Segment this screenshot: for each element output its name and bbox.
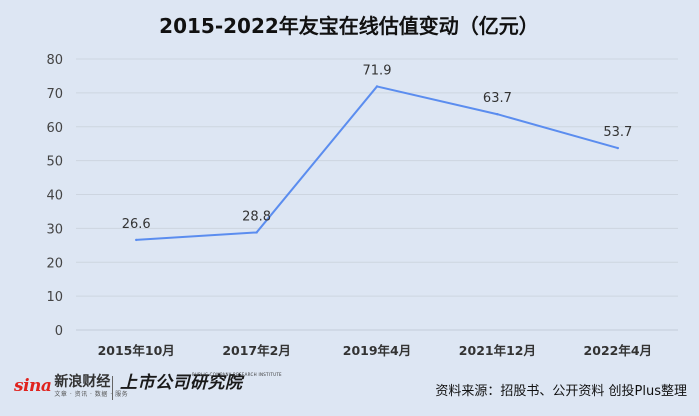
y-tick-label: 30 — [46, 222, 63, 237]
data-label: 28.8 — [242, 209, 271, 224]
y-tick-label: 0 — [55, 324, 63, 339]
x-tick-label: 2019年4月 — [343, 343, 412, 358]
x-tick-label: 2021年12月 — [459, 343, 536, 358]
grid-lines — [76, 58, 678, 331]
sina-subtitle: 文章 · 资讯 · 数据 · 服务 — [54, 391, 129, 398]
y-axis-ticks: 0 10 20 30 40 50 60 70 80 — [46, 53, 63, 339]
y-tick-label: 50 — [46, 155, 63, 170]
logo-divider — [112, 376, 113, 400]
data-labels: 26.6 28.8 71.9 63.7 53.7 — [122, 63, 633, 231]
x-tick-label: 2015年10月 — [98, 343, 175, 358]
y-tick-label: 70 — [46, 87, 63, 102]
data-point — [255, 231, 258, 234]
data-label: 26.6 — [122, 217, 151, 232]
data-point — [616, 146, 619, 150]
series-line — [136, 85, 619, 241]
data-point — [496, 113, 499, 116]
y-tick-label: 80 — [46, 53, 63, 68]
x-axis-ticks: 2015年10月 2017年2月 2019年4月 2021年12月 2022年4月 — [98, 343, 652, 358]
data-label: 63.7 — [483, 91, 512, 106]
y-tick-label: 40 — [46, 189, 63, 204]
series-layer — [135, 85, 619, 242]
data-point — [135, 238, 138, 242]
x-tick-label: 2022年4月 — [584, 343, 653, 358]
research-institute-en: PUBLIC COMPANY RESEARCH INSTITUTE — [192, 372, 282, 377]
source-note: 资料来源：招股书、公开资料 创投Plus整理 — [435, 384, 687, 399]
research-institute-name: 上市公司研究院 — [120, 373, 243, 393]
footer: sina 新浪财经 文章 · 资讯 · 数据 · 服务 PUBLIC COMPA… — [0, 368, 699, 416]
sina-finance-logo: sina 新浪财经 文章 · 资讯 · 数据 · 服务 — [14, 374, 128, 404]
chart-title: 2015-2022年友宝在线估值变动（亿元） — [159, 14, 539, 38]
data-label: 53.7 — [603, 125, 632, 140]
sina-name: 新浪财经 — [54, 374, 111, 390]
y-tick-label: 60 — [46, 121, 63, 136]
y-tick-label: 10 — [46, 290, 63, 305]
y-tick-label: 20 — [46, 256, 63, 271]
research-institute-logo: PUBLIC COMPANY RESEARCH INSTITUTE 上市公司研究… — [120, 372, 282, 402]
x-tick-label: 2017年2月 — [222, 343, 291, 358]
data-label: 71.9 — [363, 63, 392, 78]
data-point — [375, 85, 379, 88]
sina-mark: sina — [14, 376, 52, 396]
line-chart: 2015-2022年友宝在线估值变动（亿元） 0 10 20 30 40 50 60 70 80… — [46, 14, 678, 358]
